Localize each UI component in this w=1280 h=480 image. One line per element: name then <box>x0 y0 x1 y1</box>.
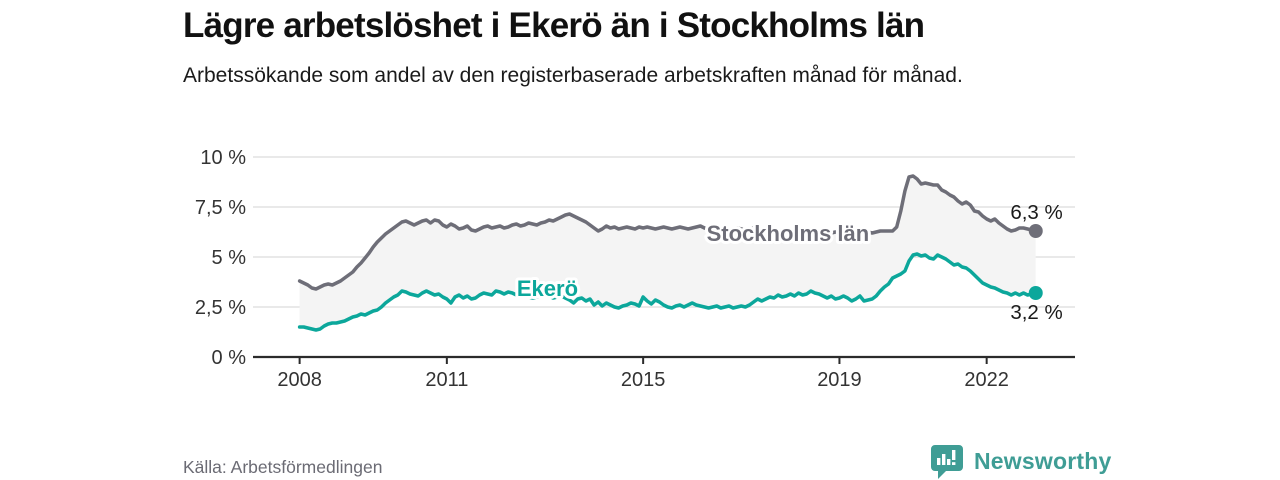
series-inline-label-stockholms-lan: Stockholms län <box>707 221 870 246</box>
newsworthy-brand-link[interactable]: Newsworthy <box>930 444 1111 479</box>
x-tick-label-2019: 2019 <box>817 369 862 391</box>
x-tick-label-2022: 2022 <box>964 369 1009 391</box>
x-tick-label-2011: 2011 <box>425 369 468 391</box>
y-tick-label-7.5: 7,5 % <box>195 197 246 219</box>
series-inline-label-ekero: Ekerö <box>517 276 578 301</box>
source-note: Källa: Arbetsförmedlingen <box>183 457 383 477</box>
series-line-stockholms-lan <box>297 174 1038 291</box>
y-tick-label-2.5: 2,5 % <box>195 297 246 319</box>
brand-name: Newsworthy <box>974 448 1112 474</box>
series-line-ekero <box>297 252 1038 332</box>
y-tick-label-10: 10 % <box>200 147 246 169</box>
y-tick-label-0: 0 % <box>212 347 247 369</box>
series-end-dot-stockholms-lan <box>1028 224 1043 238</box>
newsworthy-logo-icon <box>931 445 963 479</box>
series-end-dot-ekero <box>1028 286 1043 300</box>
end-value-label-ekero: 3,2 % <box>1010 301 1062 324</box>
y-tick-label-5: 5 % <box>212 247 247 269</box>
chart-subtitle: Arbetssökande som andel av den registerb… <box>183 64 963 87</box>
x-tick-label-2015: 2015 <box>621 369 666 391</box>
chart-title: Lägre arbetslöshet i Ekerö än i Stockhol… <box>183 6 925 45</box>
x-tick-label-2008: 2008 <box>277 369 322 391</box>
end-value-label-stockholms-lan: 6,3 % <box>1010 201 1062 224</box>
